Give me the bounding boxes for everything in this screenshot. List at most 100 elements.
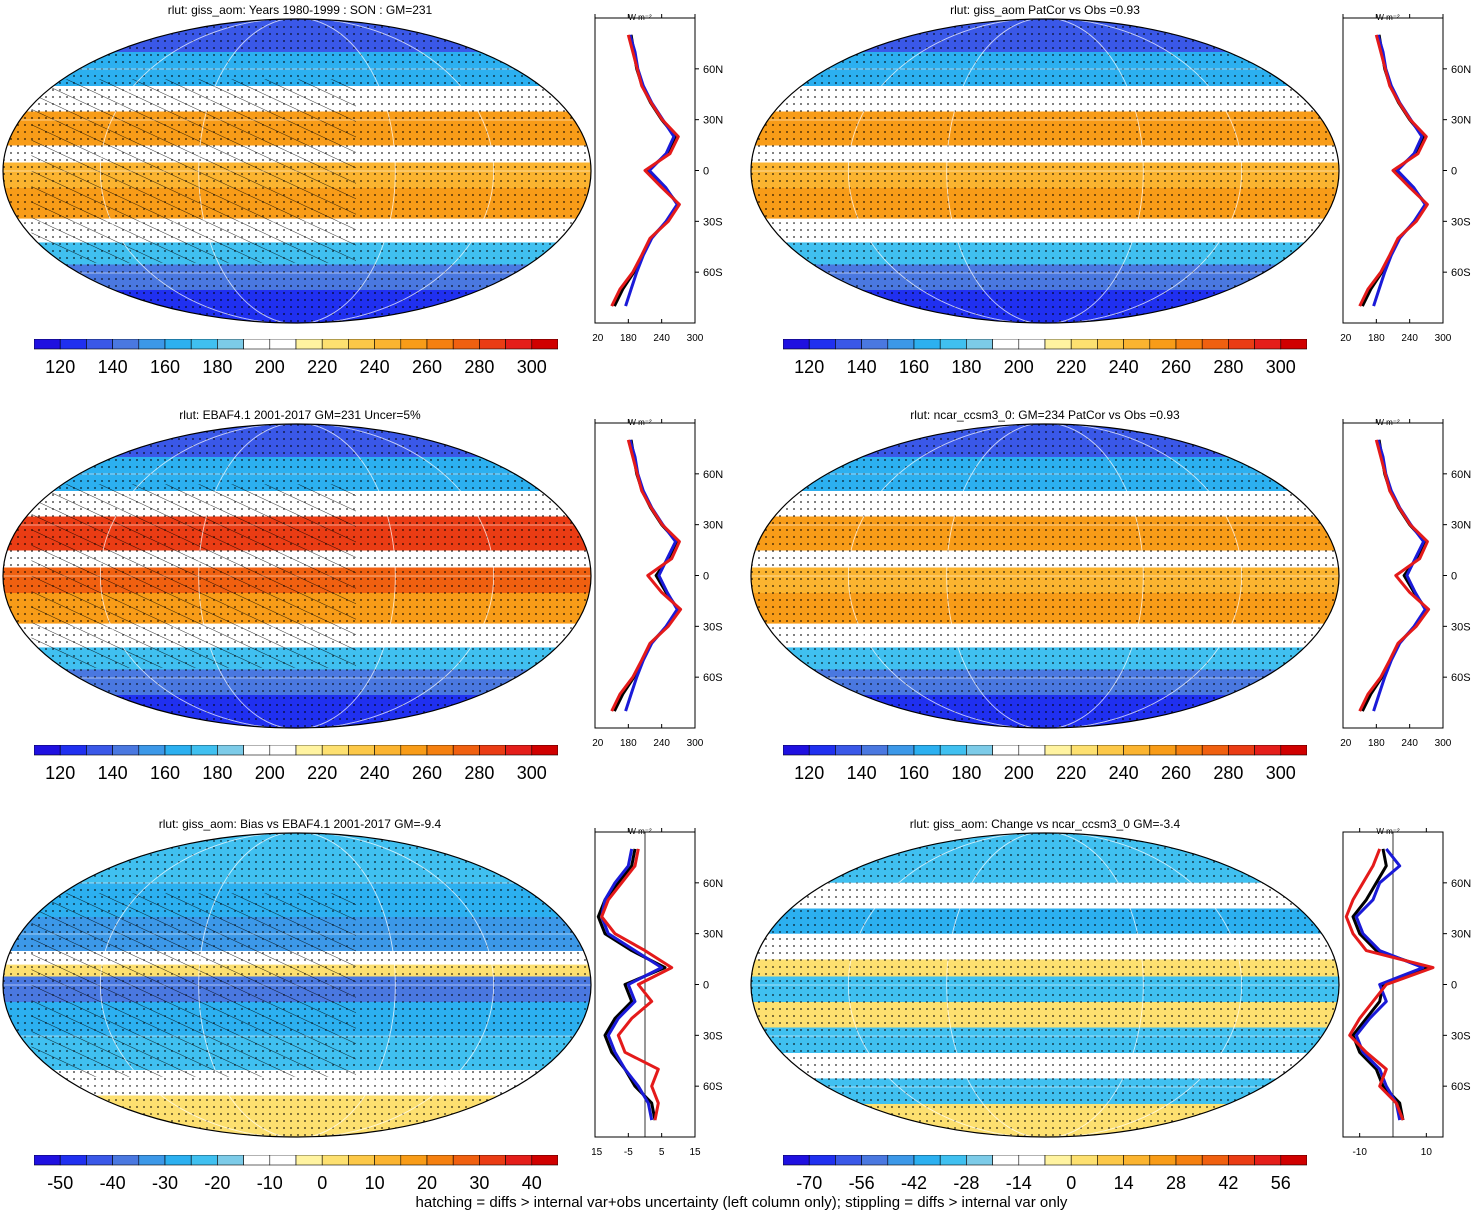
- colorbar-label: 42: [1218, 1173, 1238, 1193]
- panel-title: rlut: giss_aom: Change vs ncar_ccsm3_0 G…: [909, 817, 1181, 831]
- colorbar-label: 300: [1266, 357, 1296, 377]
- colorbar-label: 120: [45, 763, 75, 783]
- colorbar-label: 160: [150, 357, 180, 377]
- colorbar-swatch: [217, 745, 244, 756]
- colorbar-label: 220: [307, 763, 337, 783]
- graticule: [3, 424, 591, 728]
- x-tick-label: 10: [1421, 1147, 1433, 1158]
- colorbar-swatch: [138, 745, 166, 756]
- units-label: W m⁻²: [628, 418, 652, 427]
- lat-tick-label: 60S: [703, 1081, 723, 1093]
- colorbar-swatch: [1123, 339, 1151, 350]
- x-tick-label: 300: [1435, 738, 1452, 749]
- colorbar-swatch: [348, 745, 375, 756]
- lat-tick-label: 0: [703, 571, 709, 583]
- colorbar-swatch: [86, 745, 113, 756]
- lat-tick-label: 30S: [1451, 216, 1471, 228]
- panel-title: rlut: giss_aom: Years 1980-1999 : SON : …: [167, 3, 433, 17]
- x-tick-label: -10: [1352, 1147, 1367, 1158]
- colorbar-label: -14: [1006, 1173, 1032, 1193]
- panel-title: rlut: ncar_ccsm3_0: GM=234 PatCor vs Obs…: [910, 408, 1180, 422]
- x-tick-label: 120: [1340, 333, 1352, 344]
- colorbar-swatch: [1175, 1155, 1203, 1166]
- colorbar-label: 180: [951, 357, 981, 377]
- profile-series-blue: [624, 34, 679, 307]
- graticule: [3, 19, 591, 323]
- colorbar-swatch: [426, 745, 454, 756]
- colorbar-label: 180: [202, 357, 232, 377]
- colorbar-swatch: [1280, 1155, 1307, 1166]
- colorbar-label: 40: [522, 1173, 542, 1193]
- colorbar-swatch: [348, 1155, 375, 1166]
- colorbar-swatch: [59, 1155, 87, 1166]
- colorbar-swatch: [966, 1155, 993, 1166]
- map-plot: [2, 18, 592, 324]
- colorbar-label: 160: [899, 357, 929, 377]
- x-tick-label: 240: [1401, 333, 1418, 344]
- x-tick-label: 15: [689, 1147, 701, 1158]
- zonal-profile: 120 180 240 300 W m⁻² 60N 30N 0 30S 60S: [1340, 418, 1471, 749]
- colorbar-swatch: [1228, 1155, 1255, 1166]
- colorbar-swatch: [966, 745, 993, 756]
- lat-tick-label: 60N: [703, 469, 723, 481]
- colorbar-swatch: [112, 339, 140, 350]
- colorbar-swatch: [505, 745, 533, 756]
- colorbar-label: 280: [464, 357, 494, 377]
- colorbar-swatch: [505, 1155, 533, 1166]
- colorbar-label: 240: [1109, 357, 1139, 377]
- x-tick-label: 180: [620, 333, 637, 344]
- colorbar-label: -40: [100, 1173, 126, 1193]
- colorbar-swatch: [295, 339, 323, 350]
- colorbar-label: 240: [1109, 763, 1139, 783]
- colorbar-swatch: [374, 339, 402, 350]
- lat-tick-label: 30S: [703, 1030, 723, 1042]
- lat-tick-label: 60S: [703, 267, 723, 279]
- colorbar: 120140160180200220240260280300320: [34, 745, 558, 783]
- colorbar-label: 180: [951, 763, 981, 783]
- x-tick-label: 120: [1340, 738, 1352, 749]
- colorbar-swatch: [992, 339, 1020, 350]
- panel-title: rlut: giss_aom PatCor vs Obs =0.93: [950, 3, 1140, 17]
- colorbar-swatch: [374, 745, 402, 756]
- colorbar-swatch: [939, 745, 967, 756]
- colorbar-label: 220: [307, 357, 337, 377]
- colorbar-label: 260: [412, 763, 442, 783]
- colorbar-label: -28: [953, 1173, 979, 1193]
- zonal-profile: -10 10 W m⁻² 60N 30N 0 30S 60S: [1342, 827, 1471, 1158]
- profile-series-blue: [600, 848, 664, 1121]
- colorbar-swatch: [835, 1155, 862, 1166]
- colorbar-swatch: [59, 745, 87, 756]
- colorbar-label: -42: [901, 1173, 927, 1193]
- colorbar-swatch: [992, 1155, 1020, 1166]
- profile-series-red: [600, 848, 674, 1121]
- colorbar-label: 220: [1056, 357, 1086, 377]
- lat-tick-label: 0: [703, 980, 709, 992]
- lat-tick-label: 30S: [1451, 1030, 1471, 1042]
- colorbar-label: 300: [517, 357, 547, 377]
- lat-tick-label: 0: [1451, 980, 1457, 992]
- colorbar-swatch: [86, 339, 113, 350]
- colorbar-label: 180: [202, 763, 232, 783]
- colorbar-swatch: [939, 339, 967, 350]
- panel-title: rlut: EBAF4.1 2001-2017 GM=231 Uncer=5%: [179, 408, 421, 422]
- colorbar-swatch: [190, 745, 218, 756]
- colorbar-swatch: [138, 1155, 166, 1166]
- graticule: [3, 833, 591, 1137]
- lat-tick-label: 30N: [703, 929, 723, 941]
- lat-tick-label: 30N: [1451, 115, 1471, 127]
- lat-tick-label: 60N: [703, 64, 723, 76]
- colorbar-label: 20: [417, 1173, 437, 1193]
- lat-tick-label: 30S: [703, 216, 723, 228]
- x-tick-label: 300: [1435, 333, 1452, 344]
- colorbar-swatch: [887, 745, 915, 756]
- colorbar-swatch: [479, 745, 506, 756]
- colorbar-swatch: [243, 745, 271, 756]
- lat-tick-label: 0: [1451, 166, 1457, 178]
- colorbar-swatch: [531, 339, 558, 350]
- colorbar-swatch: [452, 1155, 480, 1166]
- colorbar-label: 280: [1213, 357, 1243, 377]
- colorbar-swatch: [913, 745, 941, 756]
- colorbar-swatch: [1123, 1155, 1151, 1166]
- colorbar-label: -30: [152, 1173, 178, 1193]
- colorbar-swatch: [808, 339, 836, 350]
